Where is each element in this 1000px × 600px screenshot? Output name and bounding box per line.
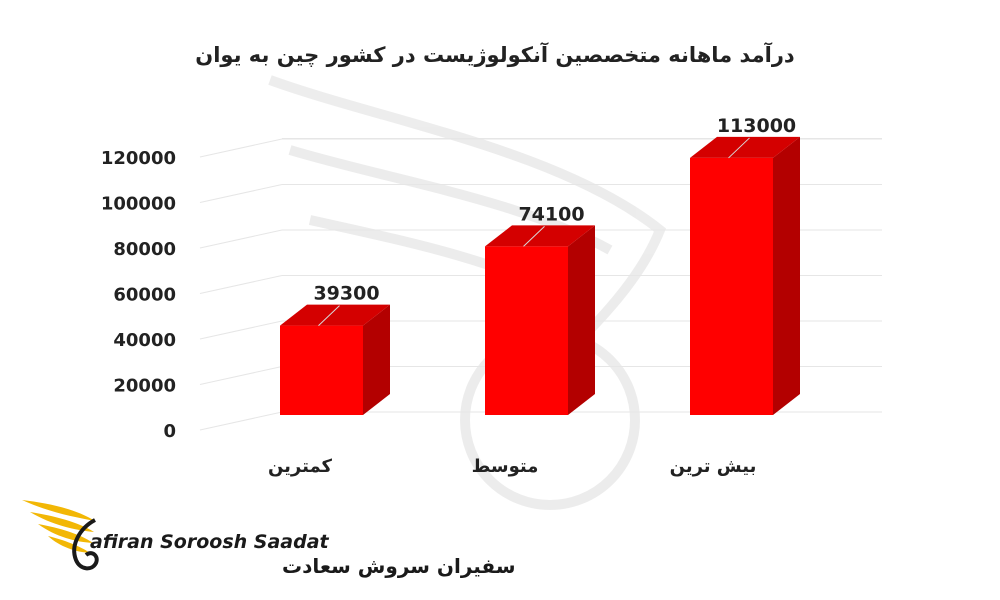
logo-latin-text: afiran Soroosh Saadat xyxy=(90,531,330,553)
category-label: کمترین xyxy=(268,456,333,477)
data-label-leader xyxy=(318,305,340,326)
data-label-leader xyxy=(523,226,545,247)
y-axis-ticks: 0 20000 40000 60000 80000 100000 120000 xyxy=(101,148,176,442)
gridline-diagonal xyxy=(199,366,283,385)
bar-top xyxy=(280,304,390,326)
bar-top xyxy=(690,136,800,158)
gridline-diagonal xyxy=(199,229,283,249)
y-tick-label: 60000 xyxy=(113,285,176,306)
gridline-diagonal xyxy=(199,275,283,294)
chart-title: درآمد ماهانه متخصصین آنکولوژیست در کشور … xyxy=(195,42,795,67)
bar-side xyxy=(568,225,595,415)
gridline-diagonal xyxy=(199,138,283,158)
y-tick-label: 100000 xyxy=(101,194,176,215)
data-label: 39300 xyxy=(313,283,379,305)
category-label: بیش ترین xyxy=(670,456,757,477)
bar xyxy=(690,157,773,416)
gridline-diagonal xyxy=(199,411,283,431)
gridline-diagonal xyxy=(199,184,283,203)
bar-top xyxy=(485,225,595,247)
y-tick-label: 80000 xyxy=(113,239,176,260)
wing-logo-icon xyxy=(22,500,99,571)
bar xyxy=(485,246,568,415)
bar-side xyxy=(773,136,800,416)
data-label-leader xyxy=(728,137,750,159)
y-tick-label: 0 xyxy=(163,421,176,442)
y-tick-label: 40000 xyxy=(113,330,176,351)
gridline-diagonal xyxy=(199,320,283,340)
category-label: متوسط xyxy=(472,456,539,477)
bar-side xyxy=(363,304,390,415)
y-tick-label: 20000 xyxy=(113,376,176,397)
data-label: 74100 xyxy=(518,203,584,225)
brand-logo: afiran Soroosh Saadat سفیران سروش سعادت xyxy=(22,500,516,578)
logo-persian-text: سفیران سروش سعادت xyxy=(282,554,516,578)
data-labels: 39300 74100 113000 xyxy=(313,115,796,326)
y-tick-label: 120000 xyxy=(101,148,176,169)
category-labels: کمترین متوسط بیش ترین xyxy=(268,456,756,477)
bars xyxy=(280,136,800,416)
bar xyxy=(280,325,363,415)
data-label: 113000 xyxy=(717,115,796,137)
